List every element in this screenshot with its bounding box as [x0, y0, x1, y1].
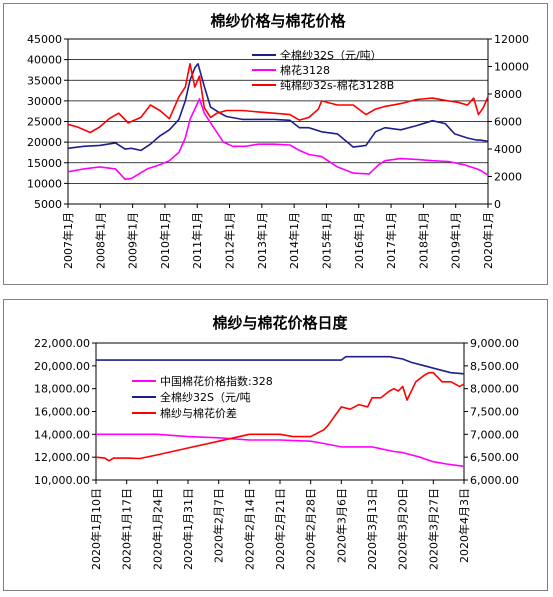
x-tick-label: 2020年4月3日 [457, 488, 471, 563]
plot-area-frame [95, 342, 465, 481]
chart-daily: 棉纱与棉花价格日度 10,000.00 12,000.00 14,000.00 16,0… [34, 314, 519, 570]
y-right-tick-label: 12000 [494, 33, 529, 46]
x-tick-label: 2020年2月28日 [304, 488, 318, 570]
y-right-tick-label: 6000 [494, 116, 522, 129]
y-left-tick-label: 35000 [27, 74, 62, 87]
x-tick-label: 2017年1月 [384, 212, 398, 269]
legend-label-1: 全棉纱32S（元/吨） [280, 48, 382, 62]
legend-label-2: 棉花3128 [280, 63, 330, 77]
x-tick-label: 2007年1月 [61, 212, 75, 269]
y-left-tick-label: 20,000.00 [34, 360, 90, 373]
series-line-3 [95, 371, 465, 462]
chart-annual: 棉纱价格与棉花价格5000100001500020000250003000035… [27, 12, 529, 269]
y-left-tick-label: 22,000.00 [34, 337, 90, 350]
x-tick-label: 2008年1月 [93, 212, 107, 269]
y-right-tick-label: 8,000.00 [470, 383, 519, 396]
x-tick-label: 2020年1月 [481, 212, 495, 269]
chart-title: 棉纱价格与棉花价格 [210, 12, 346, 30]
y-left-tick-label: 10,000.00 [34, 474, 90, 487]
y-right-tick-label: 6,500.00 [470, 451, 519, 464]
chart-panel-daily: 棉纱与棉花价格日度 10,000.00 12,000.00 14,000.00 16,0… [3, 299, 548, 591]
y-right-tick-label: 6,000.00 [470, 474, 519, 487]
y-left-tick-label: 18,000.00 [34, 383, 90, 396]
x-tick-label: 2020年3月6日 [334, 488, 348, 563]
x-tick-label: 2016年1月 [352, 212, 366, 269]
y-left-tick-label: 15000 [27, 157, 62, 170]
x-tick-label: 2020年2月14日 [242, 488, 256, 570]
x-tick-label: 2019年1月 [449, 212, 463, 269]
x-tick-label: 2018年1月 [416, 212, 430, 269]
y-right-tick-label: 0 [494, 198, 501, 211]
chart-title: 棉纱与棉花价格日度 [212, 314, 348, 332]
y-right-tick-label: 2000 [494, 171, 522, 184]
y-right-tick-label: 8000 [494, 88, 522, 101]
x-tick-label: 2020年2月7日 [212, 488, 226, 563]
chart-panel-annual: 棉纱价格与棉花价格 5000 10000 15000 20000 25000 30000 35… [3, 3, 548, 285]
x-tick-label: 2020年1月24日 [150, 488, 164, 570]
x-tick-label: 2015年1月 [319, 212, 333, 269]
y-left-tick-label: 30000 [27, 95, 62, 108]
series-line-1 [96, 433, 465, 468]
y-right-tick-label: 8,500.00 [470, 360, 519, 373]
y-left-tick-label: 10000 [27, 177, 62, 190]
y-left-tick-label: 5000 [34, 198, 62, 211]
legend-label-2: 全棉纱32S（元/吨 [160, 390, 251, 404]
y-left-tick-label: 16,000.00 [34, 406, 90, 419]
legend-label-3: 纯棉纱32s-棉花3128B [280, 78, 394, 92]
x-tick-label: 2009年1月 [126, 212, 140, 269]
x-tick-label: 2020年2月21日 [273, 488, 287, 570]
x-tick-label: 2020年3月13日 [365, 488, 379, 570]
y-left-tick-label: 20000 [27, 136, 62, 149]
x-tick-label: 2020年3月20日 [396, 488, 410, 570]
x-tick-label: 2020年3月27日 [426, 488, 440, 570]
x-tick-label: 2011年1月 [190, 212, 204, 269]
x-tick-label: 2020年1月31日 [181, 488, 195, 570]
y-left-tick-label: 25000 [27, 116, 62, 129]
y-left-tick-label: 40000 [27, 54, 62, 67]
y-left-tick-label: 14,000.00 [34, 428, 90, 441]
x-tick-label: 2014年1月 [287, 212, 301, 269]
x-tick-label: 2012年1月 [223, 212, 237, 269]
series-line-3 [67, 62, 489, 134]
y-right-tick-label: 7,500.00 [470, 406, 519, 419]
y-right-tick-label: 9,000.00 [470, 337, 519, 350]
legend-label-3: 棉纱与棉花价差 [160, 406, 237, 420]
series-line-2 [67, 98, 489, 181]
x-tick-label: 2020年1月17日 [120, 488, 134, 570]
series-line-1 [67, 62, 489, 152]
x-tick-label: 2010年1月 [158, 212, 172, 269]
series-line-2 [96, 355, 465, 375]
y-left-tick-label: 12,000.00 [34, 451, 90, 464]
y-right-tick-label: 7,000.00 [470, 428, 519, 441]
legend-label-1: 中国棉花价格指数:328 [160, 374, 273, 388]
x-tick-label: 2020年1月10日 [89, 488, 103, 570]
y-right-tick-label: 10000 [494, 61, 529, 74]
y-right-tick-label: 4000 [494, 143, 522, 156]
x-tick-label: 2013年1月 [255, 212, 269, 269]
y-left-tick-label: 45000 [27, 33, 62, 46]
